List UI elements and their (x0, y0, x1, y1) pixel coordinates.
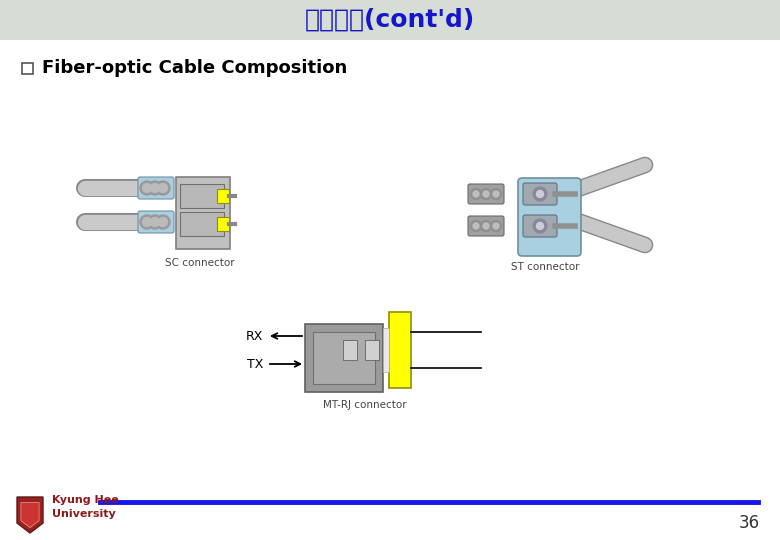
Polygon shape (21, 502, 39, 528)
Bar (383, 328, 389, 372)
Text: 36: 36 (739, 514, 760, 532)
Circle shape (158, 218, 168, 226)
Text: RX: RX (246, 329, 263, 342)
Text: ST connector: ST connector (511, 262, 580, 272)
Circle shape (156, 215, 170, 229)
Bar (0, 0, 780, 40)
Bar (217, 217, 229, 231)
Text: Fiber-optic Cable Composition: Fiber-optic Cable Composition (42, 59, 347, 77)
Circle shape (143, 184, 151, 192)
Circle shape (537, 222, 544, 230)
Circle shape (473, 223, 479, 229)
Circle shape (470, 220, 481, 232)
Circle shape (480, 188, 491, 199)
Circle shape (143, 218, 151, 226)
FancyBboxPatch shape (138, 177, 174, 199)
Bar (305, 324, 383, 392)
FancyBboxPatch shape (180, 212, 224, 236)
Circle shape (148, 215, 162, 229)
Circle shape (140, 215, 154, 229)
FancyBboxPatch shape (468, 184, 504, 204)
Bar (365, 340, 379, 360)
Bar (389, 312, 411, 388)
Bar (217, 189, 229, 203)
Circle shape (491, 220, 502, 232)
Circle shape (533, 187, 547, 201)
Circle shape (491, 188, 502, 199)
Circle shape (533, 219, 547, 233)
Circle shape (537, 191, 544, 198)
Circle shape (151, 218, 159, 226)
FancyBboxPatch shape (138, 211, 174, 233)
FancyBboxPatch shape (468, 216, 504, 236)
Circle shape (151, 184, 159, 192)
FancyBboxPatch shape (180, 184, 224, 208)
Circle shape (148, 181, 162, 195)
Bar (313, 332, 375, 384)
Circle shape (140, 181, 154, 195)
Text: University: University (52, 509, 115, 519)
FancyBboxPatch shape (523, 183, 557, 205)
Bar (343, 340, 357, 360)
Circle shape (493, 191, 499, 197)
Circle shape (470, 188, 481, 199)
FancyBboxPatch shape (523, 215, 557, 237)
Circle shape (483, 223, 489, 229)
Text: TX: TX (246, 357, 263, 370)
Circle shape (480, 220, 491, 232)
Circle shape (156, 181, 170, 195)
Circle shape (483, 191, 489, 197)
Text: MT-RJ connector: MT-RJ connector (323, 400, 407, 410)
Circle shape (158, 184, 168, 192)
FancyBboxPatch shape (176, 177, 230, 249)
Bar (22, 63, 33, 74)
Text: 유도매체(cont'd): 유도매체(cont'd) (305, 8, 475, 32)
Circle shape (493, 223, 499, 229)
FancyBboxPatch shape (518, 178, 581, 256)
Polygon shape (17, 497, 43, 533)
Circle shape (473, 191, 479, 197)
Text: Kyung Hee: Kyung Hee (52, 495, 119, 505)
Text: SC connector: SC connector (165, 258, 235, 268)
